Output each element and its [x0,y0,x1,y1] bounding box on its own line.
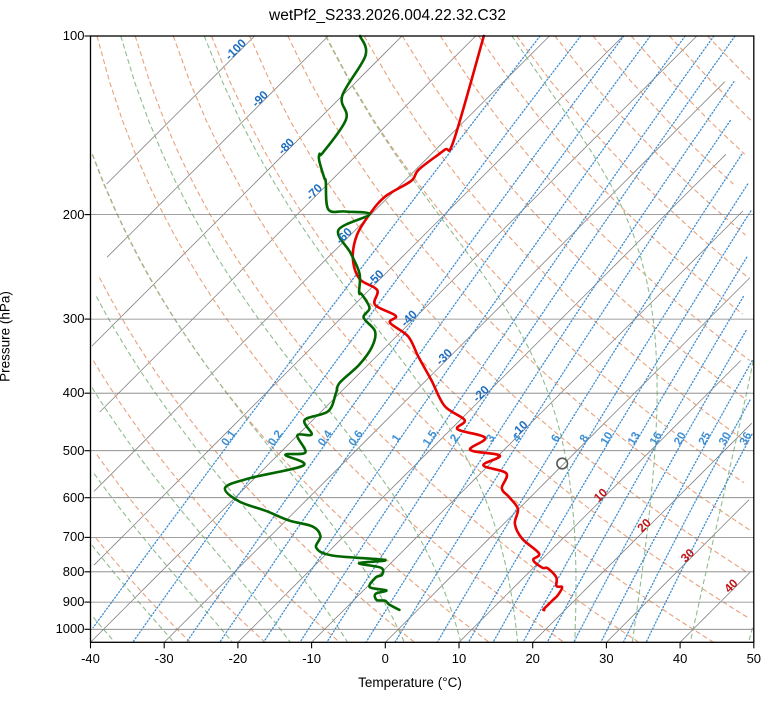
svg-text:30: 30 [717,430,734,447]
svg-text:1: 1 [390,432,404,445]
svg-text:8: 8 [578,432,592,444]
svg-text:-30: -30 [433,346,455,368]
svg-text:40: 40 [721,576,741,596]
svg-text:25: 25 [697,430,714,448]
svg-text:13: 13 [626,430,643,447]
svg-text:-60: -60 [333,225,355,247]
svg-text:-100: -100 [222,36,249,63]
svg-text:1.5: 1.5 [421,428,440,448]
svg-text:10: 10 [591,485,611,505]
svg-text:0.2: 0.2 [266,428,285,448]
svg-text:16: 16 [648,430,665,447]
svg-text:-80: -80 [275,135,297,157]
svg-text:20: 20 [634,515,654,535]
svg-text:0.6: 0.6 [347,428,366,448]
svg-text:3: 3 [484,433,498,445]
svg-text:36: 36 [738,430,755,447]
svg-text:10: 10 [599,430,616,447]
svg-text:-40: -40 [398,307,420,329]
svg-text:0.4: 0.4 [316,428,335,448]
svg-text:0.1: 0.1 [220,428,240,448]
svg-text:2: 2 [448,433,462,445]
svg-text:-90: -90 [249,87,271,109]
svg-text:30: 30 [678,546,698,566]
svg-text:-70: -70 [303,181,325,203]
svg-text:-20: -20 [470,382,492,404]
